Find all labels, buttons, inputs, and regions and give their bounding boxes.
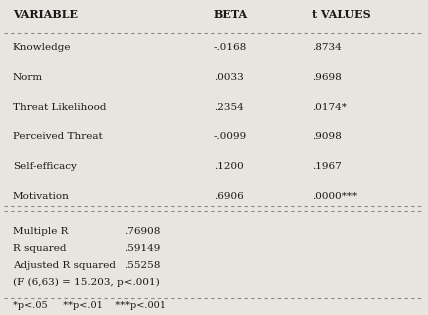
Text: .0174*: .0174* (312, 103, 347, 112)
Text: Knowledge: Knowledge (13, 43, 71, 52)
Text: .9098: .9098 (312, 132, 342, 141)
Text: .0033: .0033 (214, 73, 244, 82)
Text: *p<.05     **p<.01    ***p<.001: *p<.05 **p<.01 ***p<.001 (13, 301, 166, 310)
Text: .59149: .59149 (124, 244, 160, 253)
Text: Adjusted R squared: Adjusted R squared (13, 261, 116, 270)
Text: .2354: .2354 (214, 103, 244, 112)
Text: .9698: .9698 (312, 73, 342, 82)
Text: Self-efficacy: Self-efficacy (13, 162, 77, 171)
Text: .1200: .1200 (214, 162, 244, 171)
Text: (F (6,63) = 15.203, p<.001): (F (6,63) = 15.203, p<.001) (13, 278, 160, 287)
Text: Motivation: Motivation (13, 192, 70, 201)
Text: .6906: .6906 (214, 192, 244, 201)
Text: .0000***: .0000*** (312, 192, 357, 201)
Text: .8734: .8734 (312, 43, 342, 52)
Text: .1967: .1967 (312, 162, 342, 171)
Text: Multiple R: Multiple R (13, 227, 68, 236)
Text: Perceived Threat: Perceived Threat (13, 132, 103, 141)
Text: .76908: .76908 (124, 227, 160, 236)
Text: BETA: BETA (214, 9, 248, 20)
Text: -.0099: -.0099 (214, 132, 247, 141)
Text: Threat Likelihood: Threat Likelihood (13, 103, 106, 112)
Text: Norm: Norm (13, 73, 43, 82)
Text: t VALUES: t VALUES (312, 9, 371, 20)
Text: VARIABLE: VARIABLE (13, 9, 78, 20)
Text: R squared: R squared (13, 244, 66, 253)
Text: -.0168: -.0168 (214, 43, 247, 52)
Text: .55258: .55258 (124, 261, 160, 270)
